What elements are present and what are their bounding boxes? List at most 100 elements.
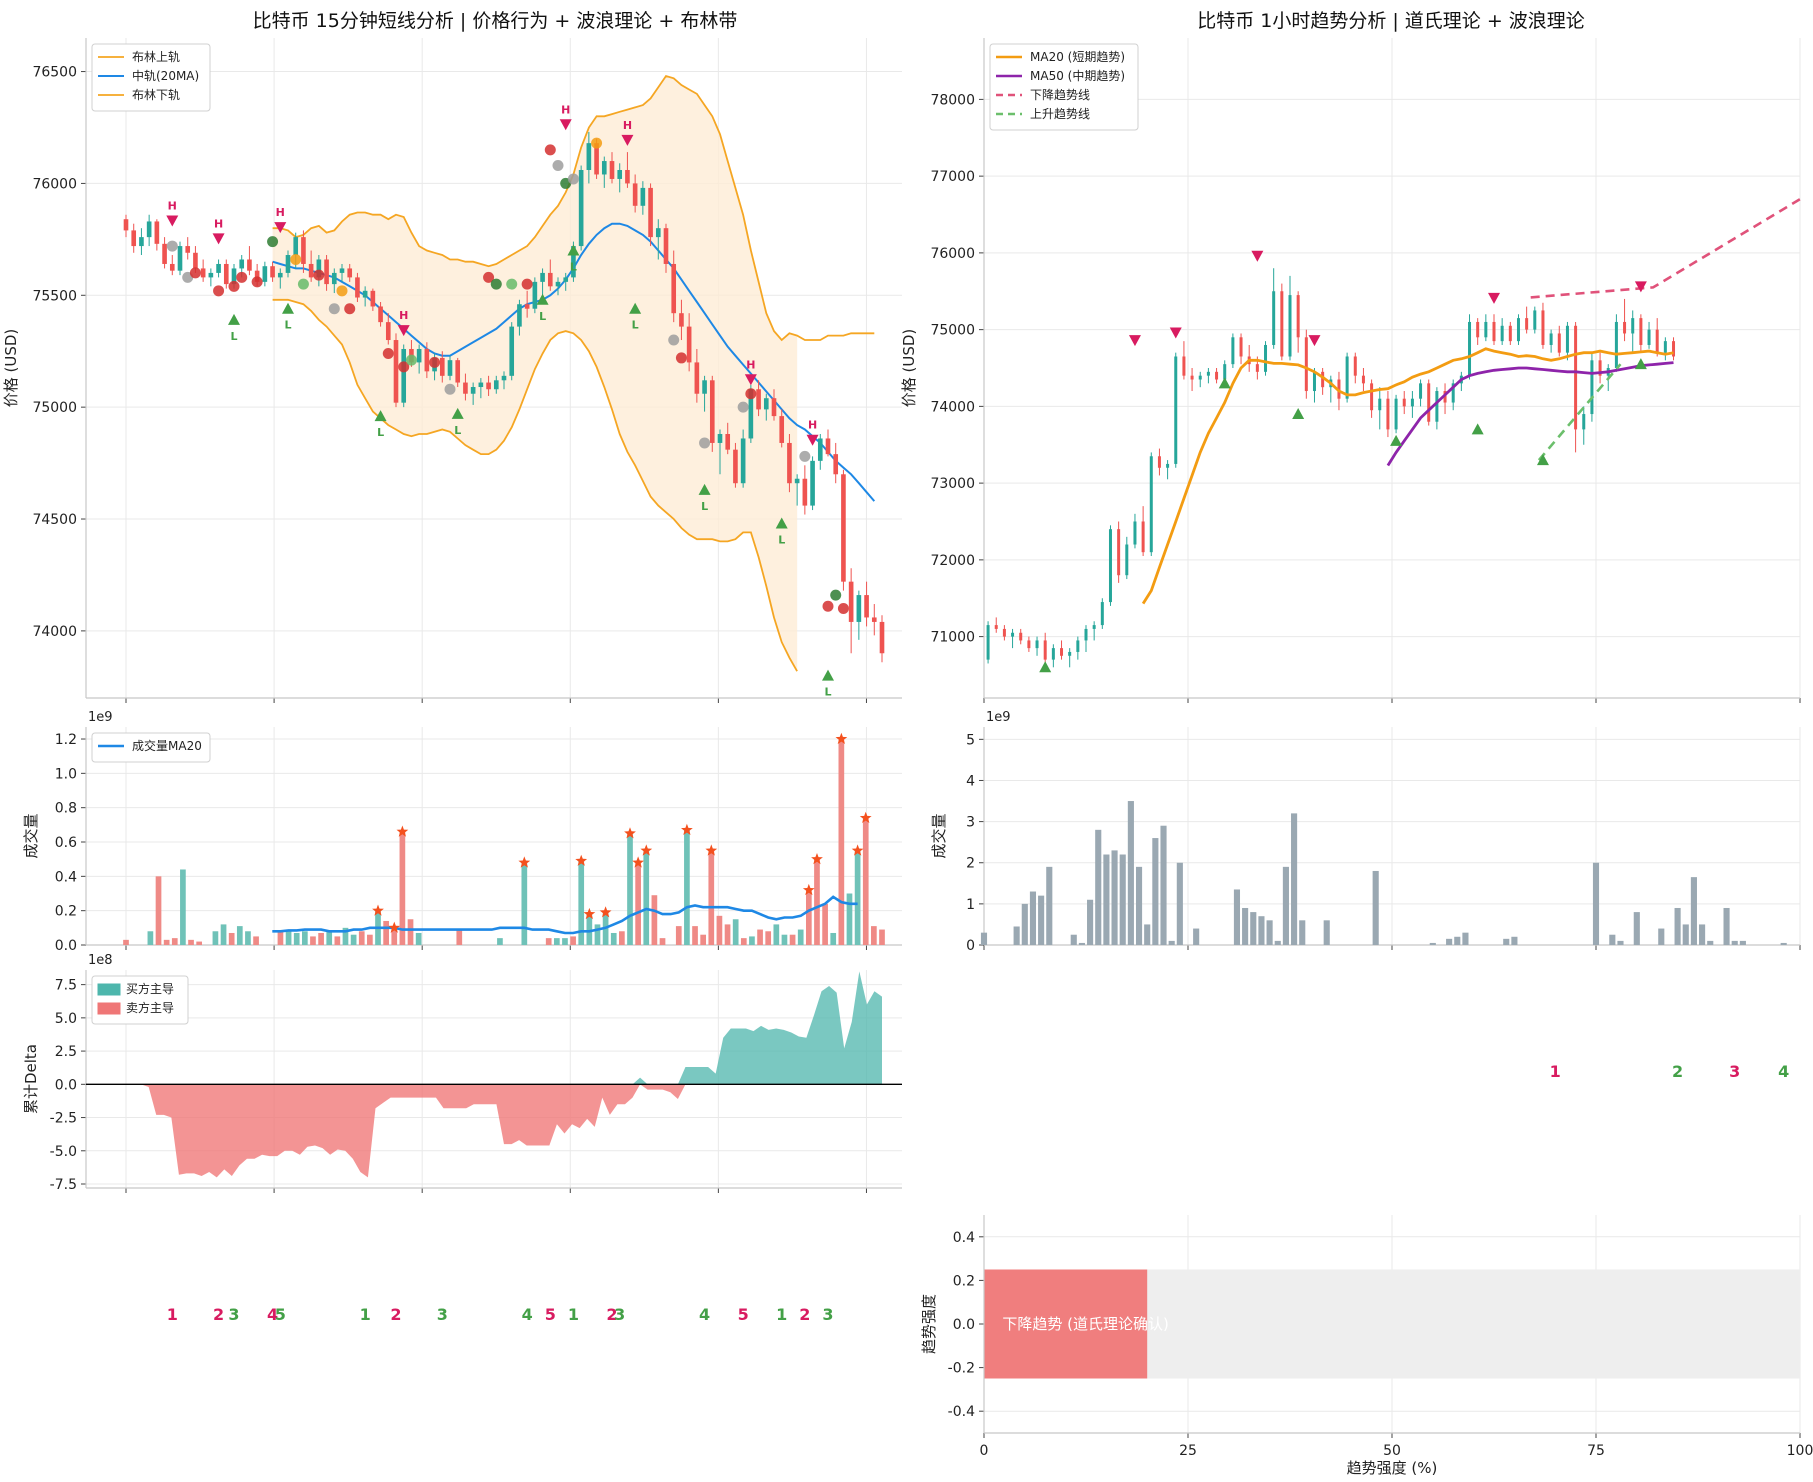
- volume-spike-star: [388, 921, 401, 933]
- volume-bar: [659, 938, 666, 945]
- wave-label: 2: [799, 1305, 810, 1324]
- m15-candle: [640, 187, 646, 206]
- trend-x-tick-label: 100: [1787, 1443, 1813, 1459]
- h1-candle: [1582, 414, 1586, 430]
- h1-volume-bar: [1682, 924, 1689, 945]
- wave-label: 4: [699, 1305, 710, 1324]
- m15-candle: [625, 170, 630, 184]
- h1-candle: [1655, 329, 1659, 353]
- h1-candle: [1516, 318, 1520, 342]
- m15-candle: [509, 326, 515, 376]
- h1-candle: [1190, 375, 1194, 380]
- m15-delta-y-tick-label: 5.0: [55, 1011, 77, 1027]
- wave-label: 5: [738, 1305, 749, 1324]
- h1-candle: [1631, 318, 1635, 334]
- volume-bar: [740, 938, 747, 945]
- h1-candle: [1051, 648, 1055, 660]
- m15-candle: [486, 382, 491, 390]
- h1-candle: [1590, 360, 1594, 415]
- h1-candle: [1312, 371, 1316, 392]
- volume-bar: [578, 860, 585, 945]
- h1-candle: [1272, 291, 1276, 345]
- h1-candle: [1492, 321, 1496, 342]
- wave-label: 3: [822, 1305, 833, 1324]
- m15-candle: [524, 304, 530, 309]
- swing-high-marker: [397, 325, 410, 337]
- uptrend-line: [1537, 363, 1622, 461]
- h1-volume-bar: [1078, 942, 1085, 945]
- h1-wave-label: 4: [1778, 1062, 1789, 1081]
- volume-spike-star: [599, 906, 612, 918]
- h1-volume-bar: [1690, 877, 1697, 945]
- m15-volume-legend-box: [91, 732, 211, 763]
- h1-volume-bar: [980, 932, 988, 945]
- volume-bar: [245, 931, 251, 945]
- m15-candle: [748, 389, 754, 439]
- volume-bar: [196, 941, 203, 945]
- h1-candle: [1427, 383, 1431, 422]
- trend-x-tick-label: 50: [1383, 1443, 1401, 1459]
- swing-low-label: L: [377, 426, 384, 439]
- h1-candle: [1002, 628, 1006, 637]
- h1-volume-offset: 1e9: [986, 710, 1011, 725]
- m15-candle: [756, 389, 761, 410]
- m15-candle: [717, 434, 723, 443]
- volume-bar: [171, 938, 178, 945]
- volume-bar: [350, 934, 357, 945]
- m15-delta-panel: -7.5 -5.0 -2.5 0.0 2.5 5.0 7.5 累计Delta 1e8 买方主导卖方…: [22, 953, 902, 1193]
- h1-volume-y-tick-label: 3: [966, 815, 975, 831]
- h1-volume-bar: [1429, 942, 1436, 945]
- m15-candle: [308, 263, 314, 278]
- swing-high-label: H: [276, 206, 285, 219]
- pattern-dot: [668, 334, 680, 346]
- volume-bar: [521, 862, 528, 945]
- h1-candle: [1288, 295, 1292, 357]
- volume-bar: [367, 934, 373, 945]
- swing-low-marker: [698, 483, 711, 495]
- m15-candle: [594, 143, 599, 175]
- volume-bar: [838, 739, 845, 945]
- volume-spike-star: [835, 732, 848, 744]
- m15-candle: [185, 246, 191, 253]
- m15-delta-offset: 1e8: [88, 953, 113, 968]
- swing-high-marker: [212, 233, 225, 245]
- m15-candle: [200, 268, 206, 278]
- swing-high-label: H: [168, 199, 177, 212]
- pattern-dot: [591, 137, 603, 149]
- h1-candle: [1394, 398, 1398, 430]
- m15-price-y-tick-label: 76000: [32, 176, 77, 192]
- m15-candle: [648, 187, 653, 238]
- h1-candle: [1166, 463, 1170, 468]
- volume-spike-star: [518, 856, 531, 868]
- h1-candle: [1215, 371, 1219, 380]
- volume-ma20-line: [272, 895, 858, 935]
- h1-volume-bar: [1299, 920, 1306, 945]
- pattern-dot: [313, 269, 325, 281]
- h1-volume-bar: [1103, 854, 1110, 945]
- h1-candle: [1451, 383, 1455, 403]
- h1-candle: [1353, 356, 1357, 376]
- volume-bar: [147, 931, 154, 945]
- volume-bar: [553, 938, 560, 945]
- wave-label: 4: [522, 1305, 533, 1324]
- h1-candle: [1508, 325, 1512, 342]
- m15-candle: [725, 434, 731, 450]
- h1-volume-bar: [1454, 936, 1461, 945]
- h1-high-marker: [1251, 250, 1264, 262]
- h1-price-y-tick-label: 73000: [930, 476, 975, 492]
- m15-candle: [208, 272, 214, 278]
- h1-candle: [1264, 344, 1268, 372]
- pattern-dot: [236, 271, 248, 283]
- h1-price-y-tick-label: 74000: [930, 399, 975, 415]
- h1-low-marker: [1039, 661, 1052, 673]
- volume-bar: [562, 938, 568, 945]
- h1-low-marker: [1292, 408, 1305, 420]
- m15-delta-y-tick-label: -5.0: [50, 1144, 77, 1160]
- trend-y-tick-label: -0.2: [948, 1361, 975, 1377]
- m15-candle: [617, 170, 623, 179]
- m15-candle: [470, 387, 476, 394]
- m15-delta-legend-swatch: [97, 1002, 121, 1015]
- h1-price-y-tick-label: 78000: [930, 92, 975, 108]
- h1-volume-bar: [1135, 866, 1143, 945]
- h1-price-legend-box: [989, 43, 1139, 131]
